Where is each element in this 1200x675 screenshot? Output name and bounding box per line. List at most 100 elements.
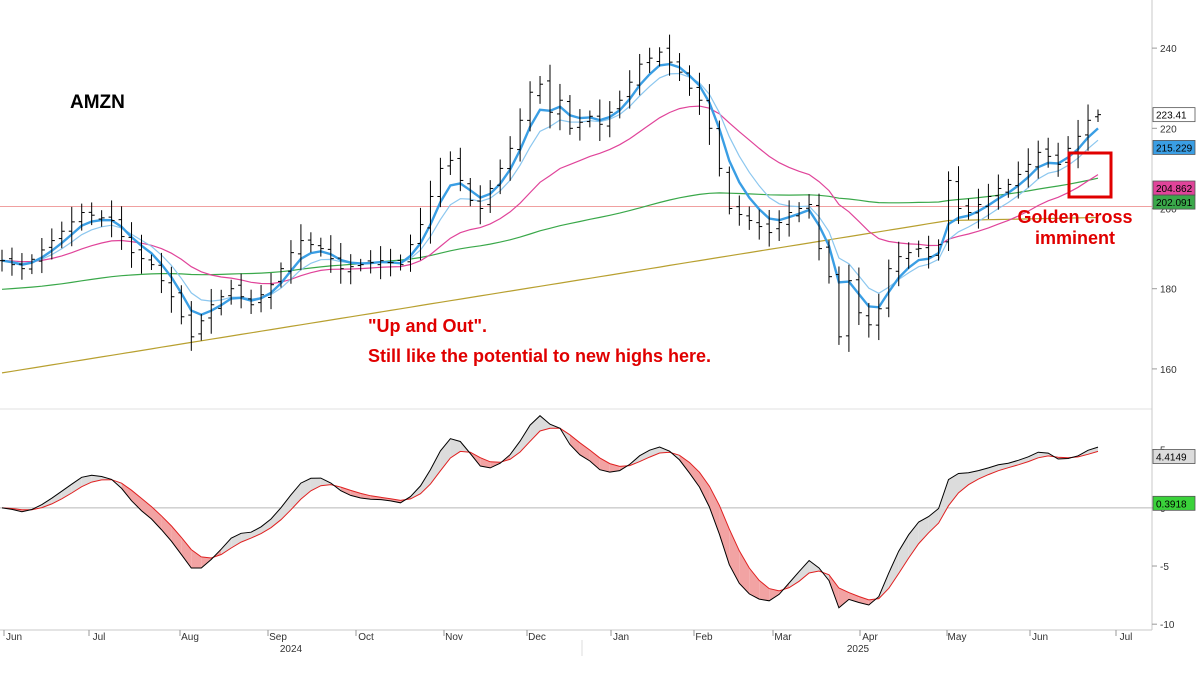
macd-fill-bearish xyxy=(569,434,580,455)
macd-fill-bearish xyxy=(191,549,202,568)
price-bar xyxy=(676,53,683,81)
svg-text:4.4149: 4.4149 xyxy=(1156,453,1187,464)
macd-y-tick-label: -5 xyxy=(1160,562,1169,573)
price-bar xyxy=(626,70,633,109)
price-bar xyxy=(746,206,753,230)
x-tick-label: Nov xyxy=(445,632,463,643)
price-bar xyxy=(78,203,85,231)
price-bar xyxy=(1095,109,1101,122)
price-bar xyxy=(138,234,145,274)
macd-fill-bullish xyxy=(1008,460,1019,468)
macd-fill-bullish xyxy=(958,472,969,493)
price-bar xyxy=(985,183,992,219)
price-bar xyxy=(327,235,334,273)
price-bar xyxy=(18,253,25,280)
price-bar xyxy=(656,47,663,67)
macd-fill-bullish xyxy=(81,475,92,487)
price-bar xyxy=(118,206,125,250)
price-bar xyxy=(706,84,713,145)
macd-fill-bullish xyxy=(51,491,62,504)
price-bar xyxy=(98,210,105,227)
macd-fill-bullish xyxy=(1038,452,1049,458)
macd-fill-bullish xyxy=(251,526,262,539)
price-bar xyxy=(198,314,205,341)
price-bar xyxy=(905,242,912,269)
price-bar xyxy=(238,273,245,309)
price-bar xyxy=(377,246,384,280)
price-bar xyxy=(188,301,195,351)
year-label-2024: 2024 xyxy=(280,644,303,655)
price-bar xyxy=(666,34,673,76)
price-bar xyxy=(915,240,922,258)
price-bar xyxy=(507,136,514,181)
price-y-tick-label: 180 xyxy=(1160,285,1177,296)
price-bar xyxy=(277,262,284,288)
macd-fill-bullish xyxy=(1088,447,1098,455)
macd-fill-bullish xyxy=(540,415,550,431)
macd-fill-bullish xyxy=(948,473,959,506)
macd-fill-bullish xyxy=(71,477,82,493)
macd-fill-bullish xyxy=(320,478,331,486)
macd-layer xyxy=(0,415,1152,609)
macd-fill-bullish xyxy=(281,494,291,520)
price-bar xyxy=(855,267,862,326)
price-bar xyxy=(487,180,494,213)
macd-fill-bullish xyxy=(440,438,451,471)
ma-100-line xyxy=(1,177,1099,290)
macd-fill-bearish xyxy=(759,580,770,601)
macd-fill-bullish xyxy=(510,441,521,460)
macd-fill-bearish xyxy=(749,568,760,600)
price-y-tick-label: 160 xyxy=(1160,365,1177,376)
macd-fill-bearish xyxy=(171,525,182,555)
macd-fill-bullish xyxy=(450,438,461,458)
x-tick-label: Jul xyxy=(93,632,106,643)
macd-fill-bearish xyxy=(151,506,162,530)
price-bar xyxy=(28,254,35,275)
price-bar xyxy=(806,194,813,219)
svg-text:0.3918: 0.3918 xyxy=(1156,499,1187,510)
price-bar xyxy=(935,239,942,261)
price-bar xyxy=(178,285,185,325)
macd-fill-bullish xyxy=(530,415,540,442)
macd-fill-bearish xyxy=(599,457,610,473)
price-bar xyxy=(646,47,653,73)
macd-fill-bullish xyxy=(789,571,800,588)
price-bar xyxy=(776,210,783,242)
price-bar xyxy=(686,65,693,96)
price-bar xyxy=(228,279,235,305)
price-y-tick-label: 240 xyxy=(1160,44,1177,55)
macd-fill-bullish xyxy=(61,484,72,499)
price-bar xyxy=(756,209,763,240)
svg-text:215.229: 215.229 xyxy=(1156,143,1193,154)
price-bar xyxy=(287,240,294,284)
ma-50-line xyxy=(1,105,1099,285)
golden-cross-box xyxy=(1067,151,1113,199)
price-bar xyxy=(835,266,842,345)
macd-fill-bullish xyxy=(968,470,979,485)
price-bar xyxy=(427,180,434,244)
macd-fill-bearish xyxy=(350,490,361,498)
price-bar xyxy=(786,200,793,237)
price-bar xyxy=(437,157,444,208)
macd-fill-bearish xyxy=(181,537,192,568)
macd-fill-bullish xyxy=(41,498,52,508)
price-bar xyxy=(716,120,723,177)
price-bar xyxy=(467,178,474,207)
macd-fill-bullish xyxy=(799,560,810,582)
price-bar xyxy=(317,237,324,257)
svg-text:223.41: 223.41 xyxy=(1156,111,1187,122)
price-bar xyxy=(367,250,374,274)
price-bar xyxy=(696,72,703,115)
price-bar xyxy=(128,222,135,268)
price-bar xyxy=(417,207,424,261)
macd-fill-bullish xyxy=(241,532,252,543)
price-bar xyxy=(297,224,304,271)
price-bar xyxy=(1055,142,1062,177)
macd-fill-bullish xyxy=(908,522,919,558)
macd-fill-bullish xyxy=(998,463,1009,471)
price-value-tag: 204.862 xyxy=(1152,180,1196,196)
macd-value-tag: 4.4149 xyxy=(1152,449,1196,464)
price-bar xyxy=(586,110,593,128)
ma-200-line xyxy=(1,216,1099,374)
